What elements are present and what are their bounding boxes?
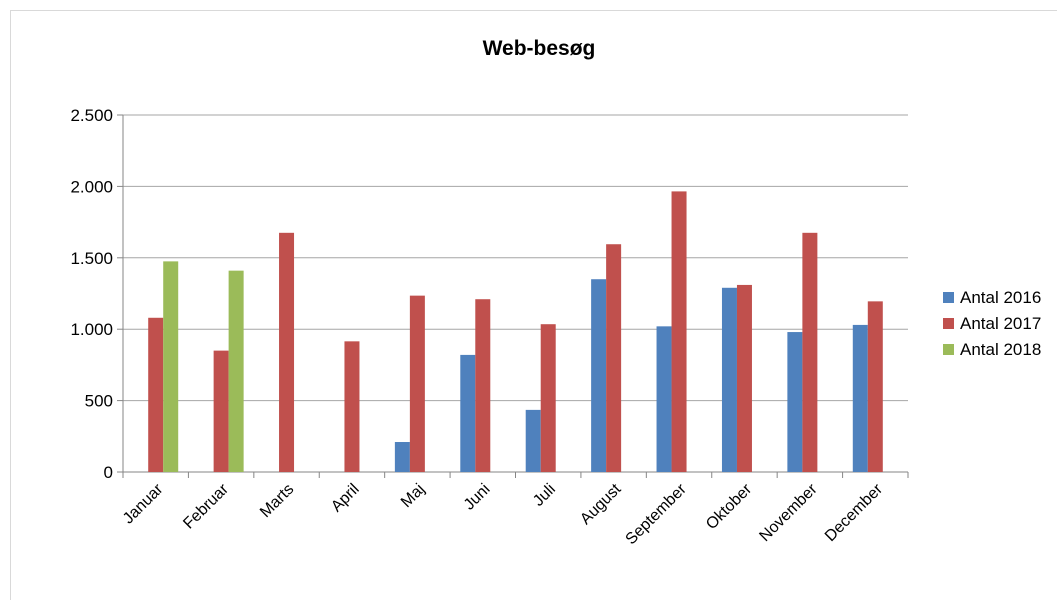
- bar: [736, 284, 752, 472]
- bar: [721, 287, 737, 472]
- bar: [475, 299, 491, 472]
- bar: [787, 332, 803, 472]
- x-tick-label: September: [623, 480, 691, 548]
- bar: [656, 326, 672, 472]
- bar: [460, 354, 476, 472]
- legend-swatch: [943, 344, 954, 355]
- legend-label: Antal 2016: [960, 288, 1041, 307]
- y-tick-label: 0: [104, 463, 113, 482]
- legend-label: Antal 2018: [960, 340, 1041, 359]
- axes: [122, 115, 909, 478]
- bar: [344, 341, 360, 472]
- y-tick-label: 1.500: [70, 249, 113, 268]
- y-tick-label: 1.000: [70, 320, 113, 339]
- gridlines: [117, 114, 908, 473]
- bar: [394, 442, 410, 472]
- x-tick-label: Oktober: [703, 480, 756, 533]
- y-axis-tick-labels: 0 500 1.000 1.500 2.000 2.500: [70, 106, 113, 482]
- x-tick-label: Januar: [120, 480, 167, 527]
- bar: [802, 232, 818, 472]
- legend-swatch: [943, 292, 954, 303]
- bars: [148, 191, 883, 472]
- x-tick-label: Juni: [461, 481, 494, 514]
- bar: [852, 324, 868, 472]
- chart-title: Web-besøg: [483, 37, 596, 60]
- bar: [867, 301, 883, 472]
- x-tick-label: November: [756, 480, 821, 545]
- bar: [525, 409, 541, 472]
- x-tick-label: Marts: [257, 481, 297, 521]
- x-tick-label: August: [577, 480, 625, 528]
- bar-chart: Web-besøg 0 500 1.000 1.500 2.000 2.500 Janua…: [70, 37, 1041, 548]
- x-tick-label: December: [822, 480, 887, 545]
- bar: [163, 261, 179, 472]
- x-tick-label: Juli: [530, 481, 559, 510]
- x-tick-label: Februar: [180, 480, 232, 532]
- bar: [279, 232, 295, 472]
- chart-area: Web-besøg 0 500 1.000 1.500 2.000 2.500 Janua…: [10, 10, 1057, 600]
- y-tick-label: 500: [85, 392, 113, 411]
- bar: [409, 295, 425, 472]
- bar: [540, 324, 556, 472]
- legend-swatch: [943, 318, 954, 329]
- bar: [671, 191, 687, 472]
- bar: [591, 279, 607, 472]
- legend-label: Antal 2017: [960, 314, 1041, 333]
- x-axis-tick-labels: Januar Februar Marts April Maj Juni Juli August…: [120, 480, 887, 548]
- bar: [606, 244, 622, 472]
- y-tick-label: 2.500: [70, 106, 113, 125]
- bar: [213, 350, 229, 472]
- x-tick-label: April: [328, 481, 363, 516]
- bar: [228, 270, 244, 472]
- y-tick-label: 2.000: [70, 177, 113, 196]
- legend: Antal 2016 Antal 2017 Antal 2018: [943, 288, 1041, 359]
- x-tick-label: Maj: [398, 481, 428, 511]
- bar: [148, 317, 164, 472]
